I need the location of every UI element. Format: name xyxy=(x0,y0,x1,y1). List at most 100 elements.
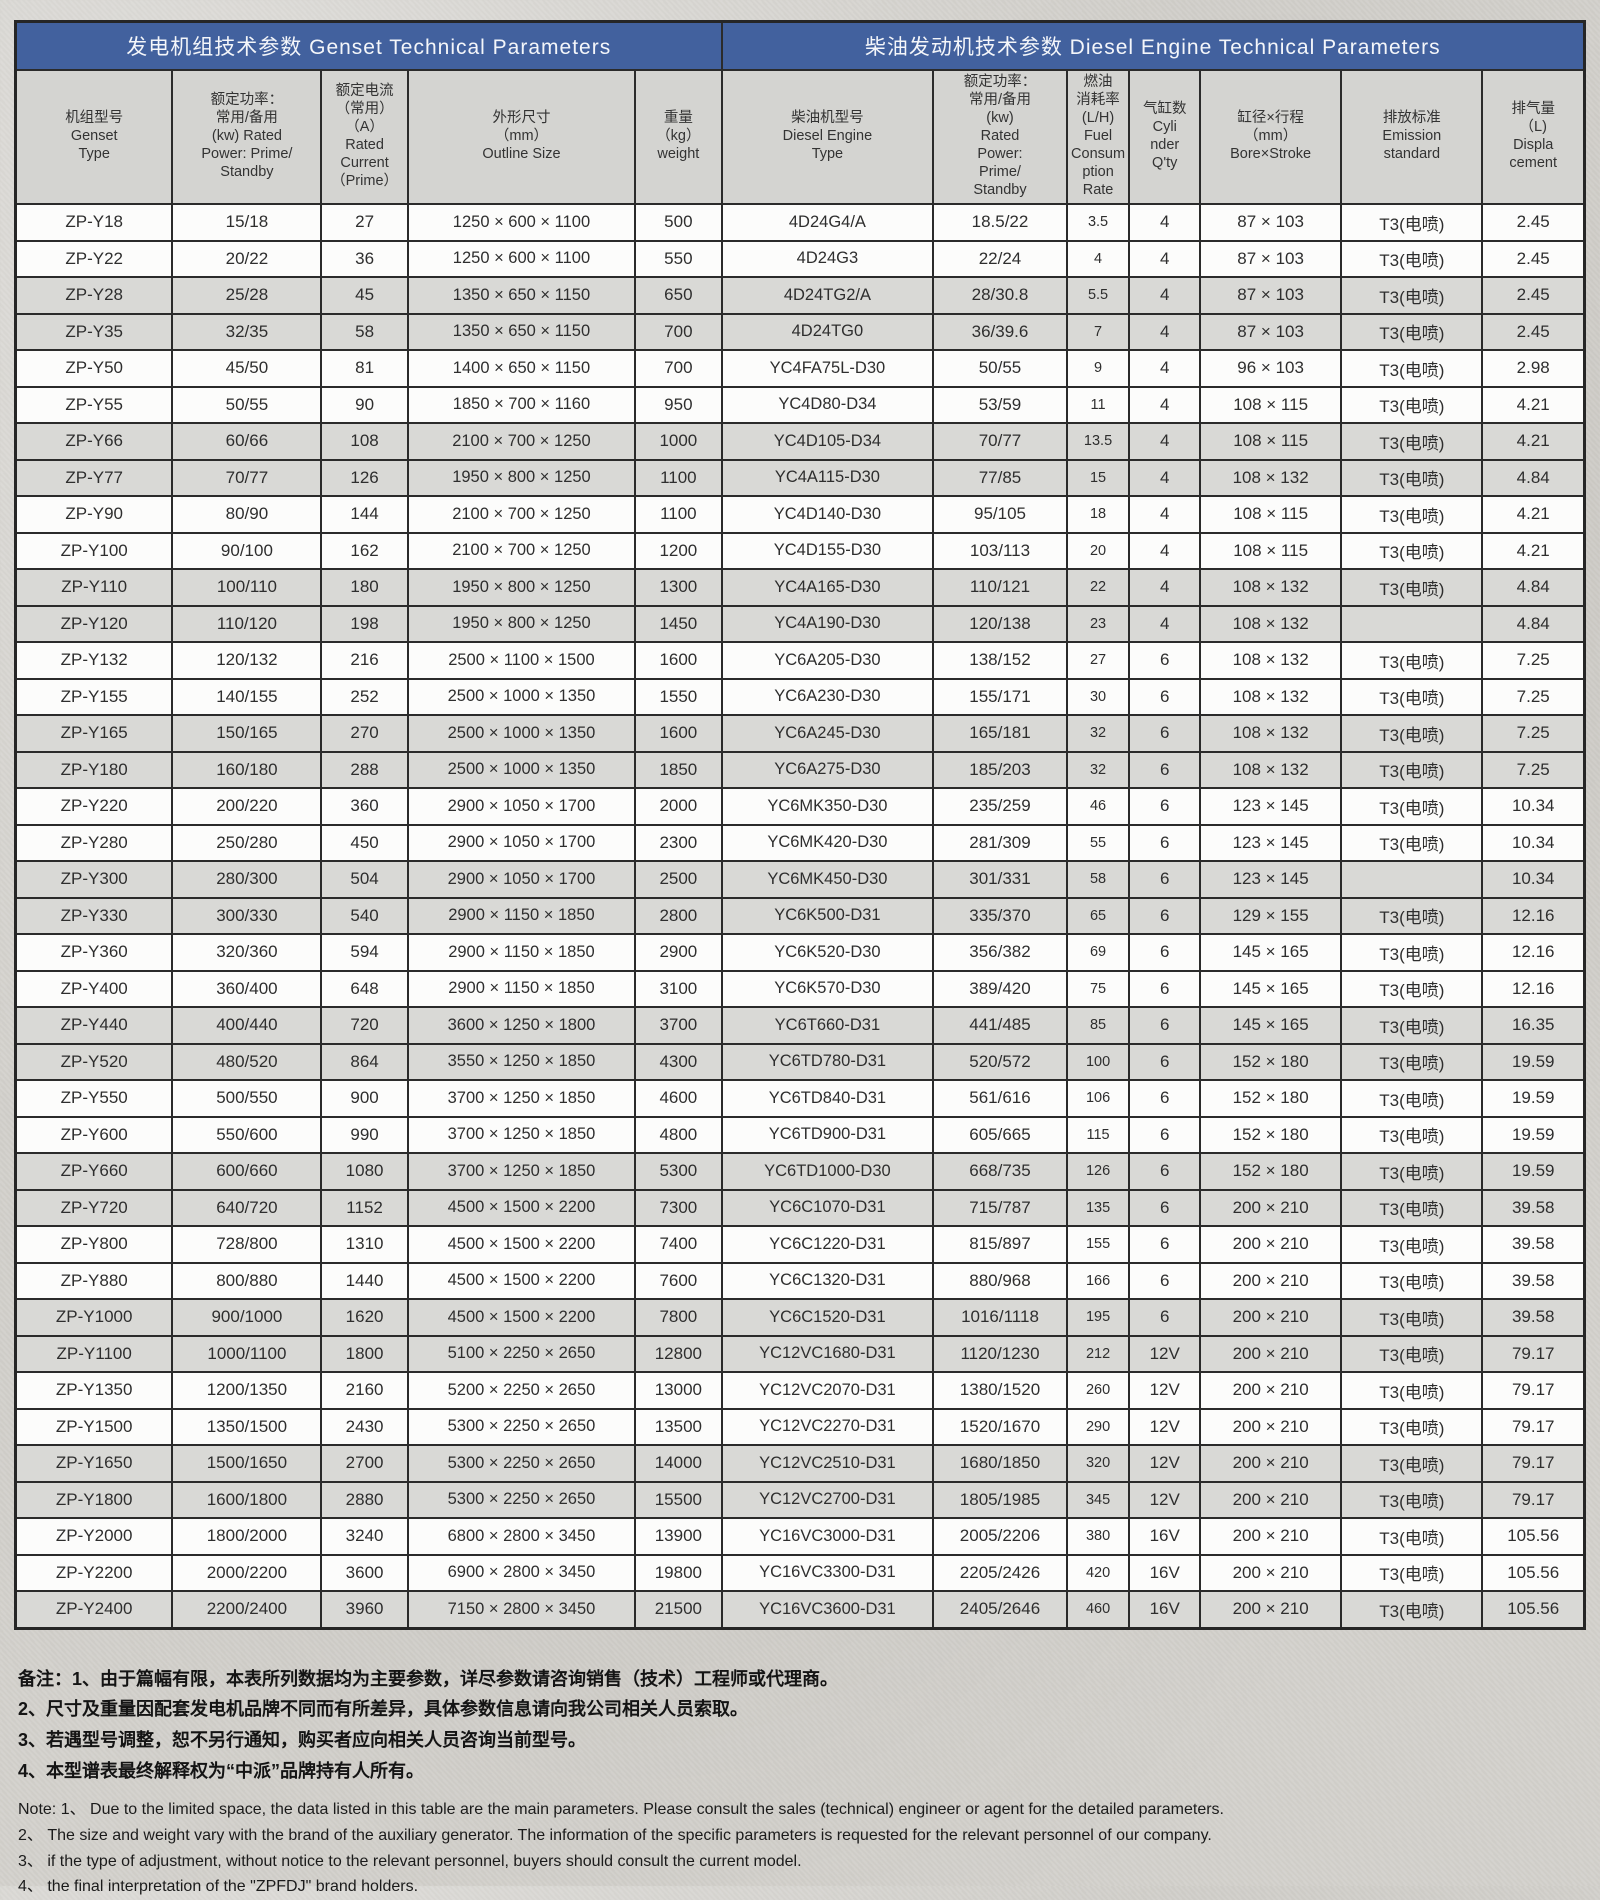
table-row-ZP-Y55: ZP-Y55 50/55 90 1850 × 700 × 1160 950 YC4D80-… xyxy=(14,385,1586,424)
table-cell: 144 xyxy=(320,495,409,534)
table-cell: 185/203 xyxy=(932,750,1068,789)
table-cell: 270 xyxy=(320,714,409,753)
column-header-2: 额定功率： 常用/备用 (kw) Rated Power: Prime/ Sta… xyxy=(171,69,323,205)
table-cell: T3(电喷) xyxy=(1340,896,1484,935)
table-cell: YC4A115-D30 xyxy=(720,458,935,497)
table-cell: YC12VC2510-D31 xyxy=(720,1444,935,1483)
table-cell: 400/440 xyxy=(171,1006,323,1045)
table-cell: T3(电喷) xyxy=(1340,1042,1484,1081)
table-cell: 1805/1985 xyxy=(932,1480,1068,1519)
table-cell: 2900 × 1050 × 1700 xyxy=(406,823,637,862)
table-cell: 540 xyxy=(320,896,409,935)
table-cell: 6 xyxy=(1128,1006,1202,1045)
table-cell: YC6C1070-D31 xyxy=(720,1188,935,1227)
table-row-ZP-Y360: ZP-Y360 320/360 594 2900 × 1150 × 1850 2900 Y… xyxy=(14,933,1586,972)
table-cell: T3(电喷) xyxy=(1340,1371,1484,1410)
table-cell: 15 xyxy=(1065,458,1131,497)
table-cell: 6 xyxy=(1128,1261,1202,1300)
table-cell: 6 xyxy=(1128,969,1202,1008)
column-header-4: 外形尺寸 （mm） Outline Size xyxy=(406,69,637,205)
table-cell: 5100 × 2250 × 2650 xyxy=(406,1334,637,1373)
note-line-en: 2、 The size and weight vary with the bra… xyxy=(18,1826,1212,1844)
table-cell: 1152 xyxy=(320,1188,409,1227)
table-cell: 7.25 xyxy=(1481,714,1586,753)
table-cell: T3(电喷) xyxy=(1340,349,1484,388)
table-cell: YC12VC2700-D31 xyxy=(720,1480,935,1519)
table-cell: 550/600 xyxy=(171,1115,323,1154)
table-row-ZP-Y35: ZP-Y35 32/35 58 1350 × 650 × 1150 700 4D24TG0… xyxy=(14,312,1586,351)
table-cell: 1850 × 700 × 1160 xyxy=(406,385,637,424)
table-cell: 166 xyxy=(1065,1261,1131,1300)
table-cell: 105.56 xyxy=(1481,1517,1586,1556)
table-cell: YC6A245-D30 xyxy=(720,714,935,753)
table-row-ZP-Y1500: ZP-Y1500 1350/1500 2430 5300 × 2250 × 2650 1… xyxy=(14,1407,1586,1446)
table-cell: ZP-Y520 xyxy=(14,1042,174,1081)
table-row-ZP-Y22: ZP-Y22 20/22 36 1250 × 600 × 1100 550 4D24G3 2… xyxy=(14,239,1586,278)
table-cell: 4 xyxy=(1128,422,1202,461)
table-cell: ZP-Y600 xyxy=(14,1115,174,1154)
table-cell: 15/18 xyxy=(171,203,323,242)
table-cell: YC6K570-D30 xyxy=(720,969,935,1008)
table-cell: 4 xyxy=(1128,385,1202,424)
table-cell: 4300 xyxy=(634,1042,723,1081)
table-cell: 2900 × 1150 × 1850 xyxy=(406,933,637,972)
table-row-ZP-Y180: ZP-Y180 160/180 288 2500 × 1000 × 1350 1850 Y… xyxy=(14,750,1586,789)
table-cell: 4.21 xyxy=(1481,385,1586,424)
table-cell: 45 xyxy=(320,276,409,315)
table-cell: T3(电喷) xyxy=(1340,458,1484,497)
table-cell: 60/66 xyxy=(171,422,323,461)
table-cell: 216 xyxy=(320,641,409,680)
table-cell: 100/110 xyxy=(171,568,323,607)
note-line-zh: 3、若遇型号调整，恕不另行通知，购买者应向相关人员咨询当前型号。 xyxy=(18,1730,587,1751)
table-cell: YC6TD900-D31 xyxy=(720,1115,935,1154)
table-cell: 10.34 xyxy=(1481,860,1586,899)
table-cell: 108 × 132 xyxy=(1199,714,1343,753)
table-cell: ZP-Y18 xyxy=(14,203,174,242)
table-cell: YC4A165-D30 xyxy=(720,568,935,607)
column-header-10: 缸径×行程 （mm） Bore×Stroke xyxy=(1199,69,1343,205)
table-cell: 500 xyxy=(634,203,723,242)
table-cell: 7150 × 2800 × 3450 xyxy=(406,1590,637,1629)
table-cell: 4D24G3 xyxy=(720,239,935,278)
table-cell: 520/572 xyxy=(932,1042,1068,1081)
table-cell: 80/90 xyxy=(171,495,323,534)
table-cell: 19.59 xyxy=(1481,1115,1586,1154)
table-cell: 108 × 132 xyxy=(1199,568,1343,607)
table-cell: T3(电喷) xyxy=(1340,1261,1484,1300)
table-cell: 108 × 132 xyxy=(1199,750,1343,789)
table-cell: T3(电喷) xyxy=(1340,677,1484,716)
column-header-6: 柴油机型号 Diesel Engine Type xyxy=(720,69,935,205)
table-cell: 12.16 xyxy=(1481,896,1586,935)
table-cell: 594 xyxy=(320,933,409,972)
table-row-ZP-Y77: ZP-Y77 70/77 126 1950 × 800 × 1250 1100 YC4A1… xyxy=(14,458,1586,497)
table-cell: 138/152 xyxy=(932,641,1068,680)
table-cell: T3(电喷) xyxy=(1340,1444,1484,1483)
table-cell: T3(电喷) xyxy=(1340,714,1484,753)
table-cell: 4.21 xyxy=(1481,495,1586,534)
table-cell: 280/300 xyxy=(171,860,323,899)
table-cell: 1350 × 650 × 1150 xyxy=(406,276,637,315)
table-cell: 4500 × 1500 × 2200 xyxy=(406,1298,637,1337)
table-row-ZP-Y220: ZP-Y220 200/220 360 2900 × 1050 × 1700 2000 Y… xyxy=(14,787,1586,826)
table-cell: 22/24 xyxy=(932,239,1068,278)
table-cell: 108 × 115 xyxy=(1199,531,1343,570)
table-cell: 1080 xyxy=(320,1152,409,1191)
table-cell: 7.25 xyxy=(1481,750,1586,789)
table-row-ZP-Y280: ZP-Y280 250/280 450 2900 × 1050 × 1700 2300 Y… xyxy=(14,823,1586,862)
table-cell: 79.17 xyxy=(1481,1444,1586,1483)
table-cell: ZP-Y550 xyxy=(14,1079,174,1118)
table-cell: YC12VC2270-D31 xyxy=(720,1407,935,1446)
notes-chinese: 备注：1、由于篇幅有限，本表所列数据均为主要参数，详尽参数请咨询销售（技术）工程… xyxy=(18,1664,1586,1788)
table-cell: 235/259 xyxy=(932,787,1068,826)
table-cell: 200 × 210 xyxy=(1199,1590,1343,1629)
table-cell: ZP-Y660 xyxy=(14,1152,174,1191)
table-cell: T3(电喷) xyxy=(1340,787,1484,826)
table-cell: T3(电喷) xyxy=(1340,495,1484,534)
table-cell: 28/30.8 xyxy=(932,276,1068,315)
table-cell: 120/132 xyxy=(171,641,323,680)
table-cell: YC4D80-D34 xyxy=(720,385,935,424)
table-cell: 123 × 145 xyxy=(1199,787,1343,826)
table-cell: YC6C1520-D31 xyxy=(720,1298,935,1337)
table-row-ZP-Y2400: ZP-Y2400 2200/2400 3960 7150 × 2800 × 3450 2… xyxy=(14,1590,1586,1629)
column-header-row: 机组型号 Genset Type 额定功率： 常用/备用 (kw) Rated P… xyxy=(14,69,1586,205)
